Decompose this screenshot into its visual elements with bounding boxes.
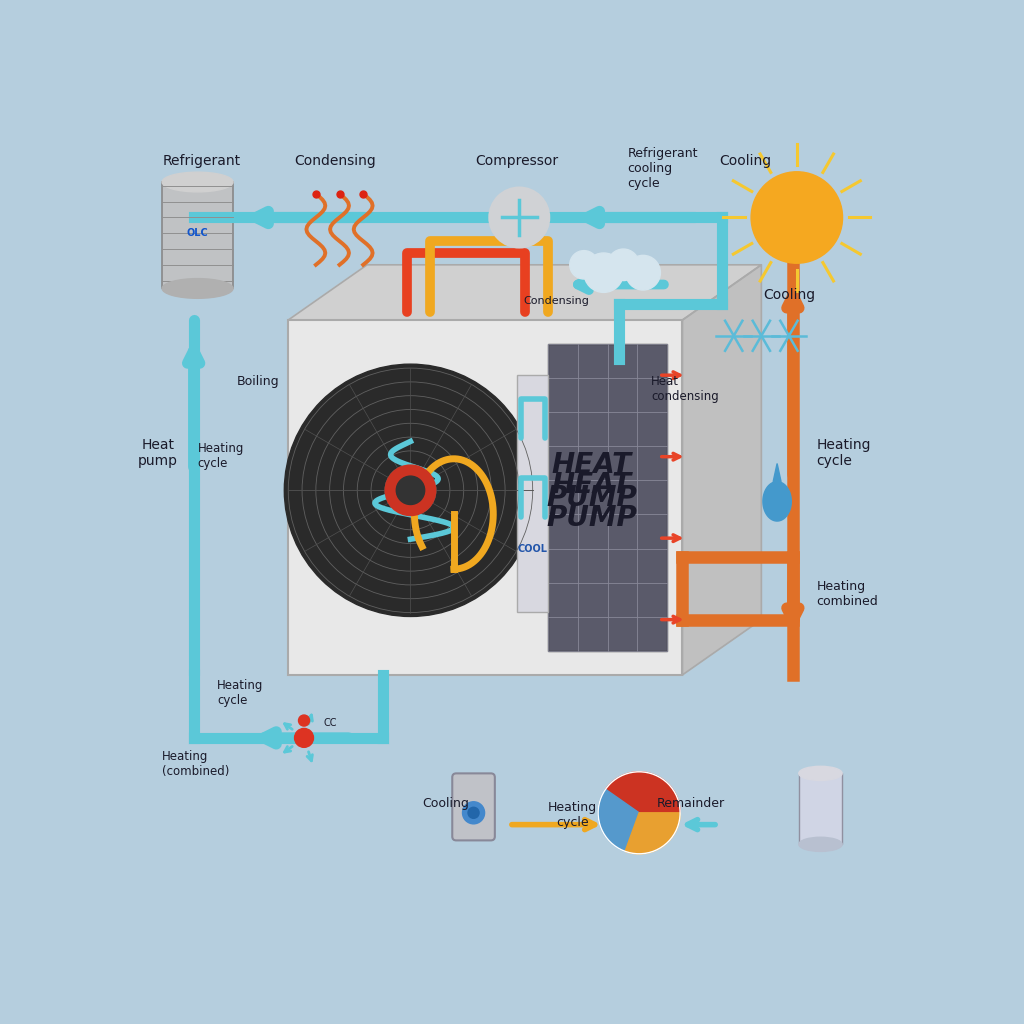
Circle shape: [295, 728, 313, 748]
Text: Cooling: Cooling: [720, 155, 772, 168]
Text: Heating
combined: Heating combined: [816, 581, 879, 608]
Circle shape: [463, 802, 484, 824]
Text: Condensing: Condensing: [295, 155, 377, 168]
Text: HEAT
PUMP: HEAT PUMP: [547, 452, 637, 512]
Polygon shape: [682, 265, 762, 675]
Text: Heat
pump: Heat pump: [138, 438, 178, 468]
Circle shape: [385, 465, 435, 515]
Circle shape: [468, 807, 479, 818]
FancyBboxPatch shape: [453, 773, 495, 841]
Polygon shape: [773, 464, 781, 481]
Bar: [517, 375, 549, 611]
Bar: [799, 773, 842, 845]
Text: Remainder: Remainder: [656, 797, 724, 810]
Text: COOL: COOL: [518, 544, 548, 554]
Circle shape: [584, 253, 624, 293]
Text: Cooling: Cooling: [763, 289, 815, 302]
Text: Heat
condensing: Heat condensing: [651, 375, 719, 403]
Ellipse shape: [162, 172, 233, 191]
Bar: [162, 182, 233, 289]
Text: Heating
cycle: Heating cycle: [198, 442, 244, 470]
Circle shape: [489, 187, 549, 248]
Text: Heating
cycle: Heating cycle: [548, 801, 597, 829]
Bar: [289, 319, 682, 675]
Text: CC: CC: [324, 718, 337, 728]
Text: Refrigerant: Refrigerant: [163, 155, 241, 168]
Text: Condensing: Condensing: [523, 296, 589, 306]
Text: HEAT
PUMP: HEAT PUMP: [547, 471, 637, 531]
Ellipse shape: [799, 766, 842, 780]
Circle shape: [299, 715, 309, 726]
Text: Cooling: Cooling: [423, 797, 469, 810]
Text: Boiling: Boiling: [237, 375, 280, 388]
Ellipse shape: [162, 279, 233, 298]
Text: Heating
(combined): Heating (combined): [162, 750, 229, 777]
Polygon shape: [289, 265, 762, 319]
Circle shape: [626, 255, 660, 290]
Polygon shape: [605, 772, 680, 813]
Text: Refrigerant
cooling
cycle: Refrigerant cooling cycle: [628, 146, 697, 189]
Circle shape: [607, 249, 639, 281]
Text: OLC: OLC: [186, 228, 209, 239]
Bar: [549, 344, 667, 651]
Polygon shape: [598, 790, 639, 851]
Circle shape: [751, 172, 843, 263]
Text: Heating
cycle: Heating cycle: [217, 679, 263, 707]
Circle shape: [396, 476, 425, 505]
Polygon shape: [763, 481, 792, 521]
Circle shape: [569, 251, 598, 279]
Ellipse shape: [799, 838, 842, 851]
Circle shape: [285, 365, 537, 616]
Text: Compressor: Compressor: [475, 155, 558, 168]
Text: Heating
cycle: Heating cycle: [816, 438, 871, 468]
Polygon shape: [625, 813, 680, 854]
